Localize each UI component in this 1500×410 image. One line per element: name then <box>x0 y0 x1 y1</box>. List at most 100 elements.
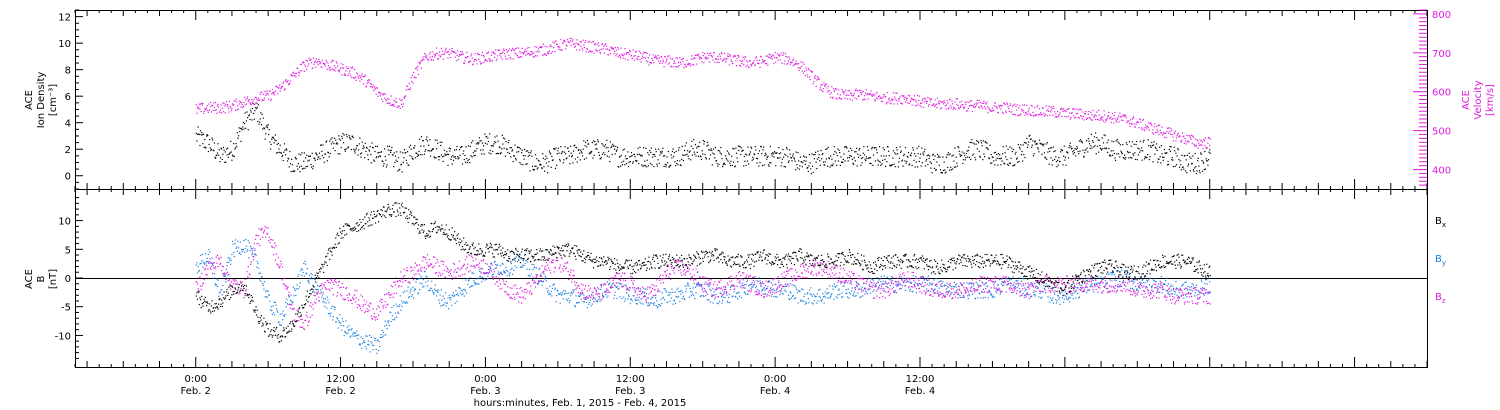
velocity-point <box>557 45 559 48</box>
ion-density-point <box>828 157 830 159</box>
ion-density-point <box>921 162 924 164</box>
by-point <box>476 278 478 280</box>
ion-density-point <box>535 165 537 167</box>
velocity-point <box>486 60 488 62</box>
ion-density-point <box>1059 161 1061 163</box>
velocity-point <box>821 89 823 91</box>
by-point <box>341 329 343 331</box>
velocity-point <box>831 86 833 88</box>
by-point <box>671 291 674 293</box>
by-point <box>536 283 538 285</box>
velocity-point <box>568 42 570 44</box>
velocity-point <box>922 98 924 100</box>
velocity-point <box>865 92 867 94</box>
velocity-point <box>816 79 818 81</box>
ion-density-point <box>627 165 630 168</box>
ion-density-point <box>810 168 812 170</box>
ion-density-point <box>614 153 616 155</box>
by-point <box>772 288 774 290</box>
ion-density-point <box>277 151 279 154</box>
ion-density-point <box>306 165 308 167</box>
velocity-point <box>744 56 746 58</box>
velocity-point <box>215 109 217 111</box>
velocity-point <box>1022 104 1024 106</box>
ion-density-point <box>860 157 863 160</box>
by-point <box>205 262 207 264</box>
velocity-point <box>263 99 265 102</box>
velocity-point <box>339 67 342 69</box>
ion-density-point <box>826 148 828 150</box>
ion-density-point <box>839 151 841 154</box>
by-point <box>607 295 609 297</box>
by-point <box>582 300 584 303</box>
velocity-point <box>1140 121 1142 123</box>
by-point <box>328 302 330 304</box>
velocity-point <box>801 70 803 72</box>
by-point <box>623 284 625 286</box>
velocity-point <box>1197 139 1199 142</box>
ion-density-point <box>741 149 744 152</box>
velocity-point <box>1070 117 1072 119</box>
ion-density-point <box>597 141 599 143</box>
by-point <box>251 248 253 250</box>
ion-density-point <box>483 145 485 147</box>
by-point <box>671 288 673 290</box>
velocity-point <box>267 94 269 96</box>
velocity-point <box>1127 120 1129 122</box>
by-point <box>374 340 376 342</box>
by-point <box>705 291 707 293</box>
by-point <box>452 292 455 294</box>
velocity-point <box>1029 113 1031 115</box>
by-point <box>763 287 765 289</box>
velocity-point <box>446 51 448 54</box>
ion-density-point <box>878 146 881 148</box>
ion-density-point <box>1039 142 1041 144</box>
ion-density-point <box>502 143 504 145</box>
ion-density-point <box>339 139 342 141</box>
velocity-point <box>747 61 749 63</box>
velocity-point <box>976 99 978 102</box>
velocity-point <box>1166 131 1168 133</box>
by-point <box>812 303 814 305</box>
by-point <box>220 289 222 291</box>
velocity-point <box>304 64 306 66</box>
ion-density-point <box>244 112 246 114</box>
velocity-point <box>1151 132 1153 134</box>
velocity-point <box>1066 116 1068 118</box>
velocity-point <box>394 105 396 108</box>
by-point <box>397 312 400 314</box>
ion-density-point <box>453 156 455 158</box>
velocity-point <box>519 56 522 58</box>
velocity-point <box>886 91 889 94</box>
ion-density-point <box>271 136 273 139</box>
by-point <box>638 299 640 301</box>
by-point <box>428 289 430 291</box>
by-point <box>760 286 762 288</box>
ion-density-point <box>472 140 474 142</box>
velocity-point <box>989 109 991 111</box>
ion-density-point <box>940 172 942 174</box>
velocity-point <box>262 93 264 95</box>
by-point <box>438 302 441 304</box>
by-point <box>725 287 727 289</box>
velocity-point <box>374 88 376 90</box>
by-point <box>344 330 346 333</box>
ion-density-point <box>1127 152 1129 154</box>
velocity-point <box>746 64 748 67</box>
velocity-point <box>1068 107 1070 110</box>
by-point <box>709 301 712 303</box>
ion-density-point <box>700 158 703 161</box>
x-tick-date-label: Feb. 2 <box>325 386 355 397</box>
velocity-point <box>227 104 229 106</box>
velocity-point <box>302 61 304 63</box>
velocity-point <box>1101 119 1103 121</box>
by-point <box>391 315 394 317</box>
velocity-point <box>614 46 616 49</box>
velocity-point <box>274 90 276 92</box>
ion-density-point <box>526 163 528 165</box>
ion-density-point <box>257 120 259 123</box>
ion-density-point <box>504 138 506 140</box>
velocity-point <box>818 78 820 81</box>
by-point <box>725 291 727 293</box>
velocity-point <box>505 49 508 51</box>
